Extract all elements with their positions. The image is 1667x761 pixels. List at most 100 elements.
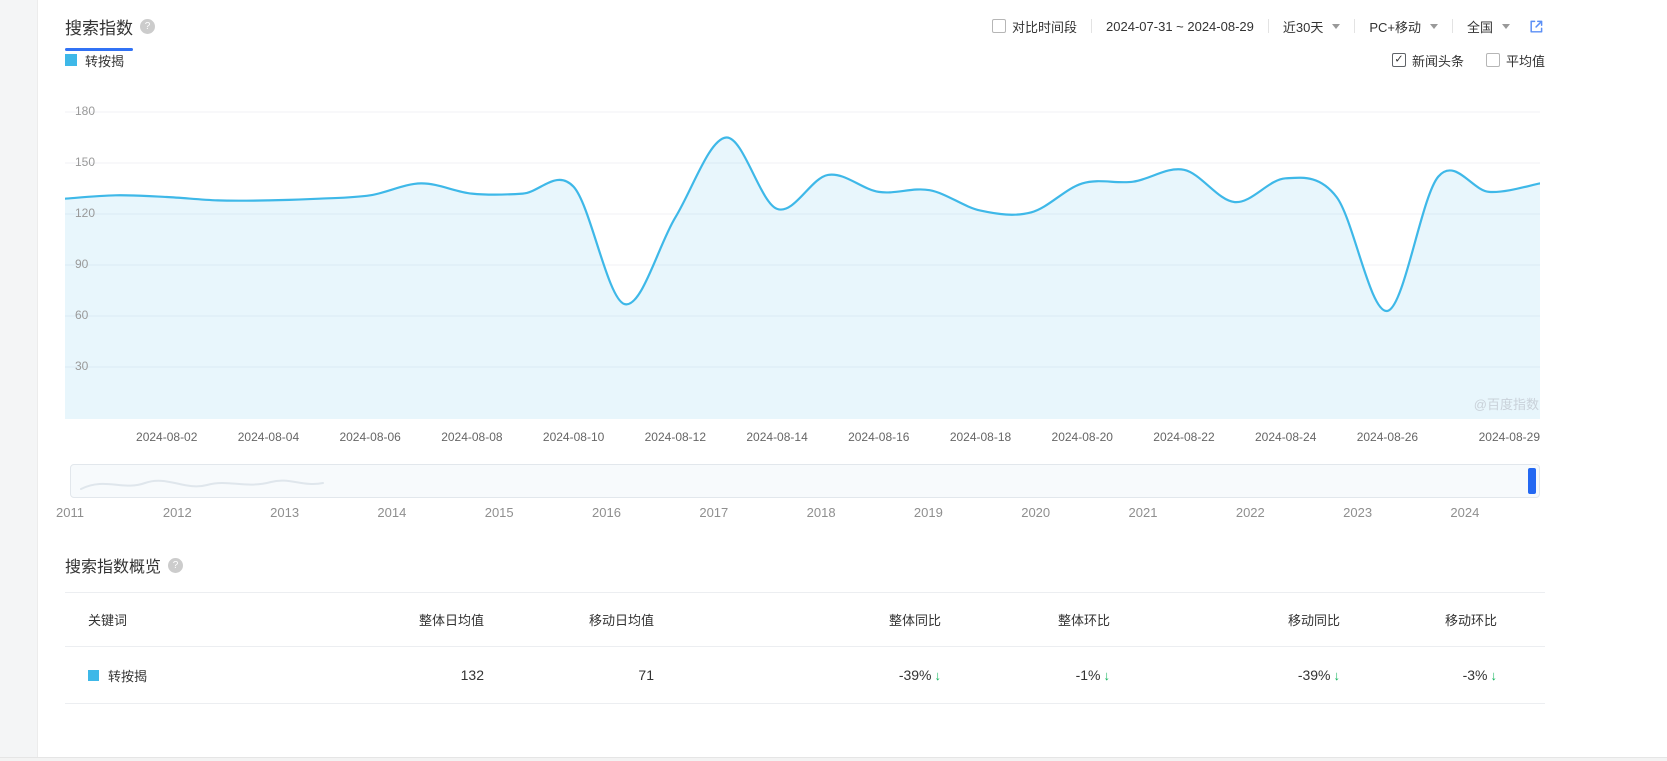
chevron-down-icon (1502, 23, 1510, 29)
left-gutter (0, 0, 38, 761)
series-legend-label: 转按揭 (85, 53, 125, 69)
overview-table: 关键词 整体日均值 移动日均值 整体同比 整体环比 移动同比 移动环比 转按揭 … (65, 592, 1545, 704)
timeline-zoom-slider[interactable] (70, 464, 1540, 498)
open-external-icon[interactable] (1528, 18, 1545, 35)
series-legend[interactable]: 转按揭 (65, 51, 124, 70)
region-dropdown[interactable]: 全国 (1467, 17, 1510, 36)
mobile-mom-value: -3% ↓ (1462, 667, 1498, 683)
year-label: 2019 (913, 505, 943, 520)
search-index-chart[interactable]: 180 150 120 90 60 30 @百度指数 2024-08-02 2024-08-… (65, 88, 1545, 448)
line-chart-canvas[interactable] (65, 88, 1540, 422)
x-tick-label: 2024-08-02 (136, 430, 198, 444)
year-label: 2024 (1450, 505, 1480, 520)
legend-row: 转按揭 ✓ 新闻头条 平均值 (65, 51, 1545, 70)
keyword-color-swatch (88, 669, 99, 681)
x-tick-label: 2024-08-08 (441, 430, 503, 444)
mobile-yoy-value: -39% ↓ (1297, 667, 1341, 683)
x-tick-label: 2024-08-04 (237, 430, 300, 444)
tab-search-index-label[interactable]: 搜索指数 (65, 14, 133, 51)
x-tick-label: 2024-08-14 (746, 430, 808, 444)
col-mobile-mom: 移动环比 (1444, 613, 1497, 628)
year-label: 2020 (1021, 505, 1051, 520)
col-mobile-daily-avg: 移动日均值 (588, 613, 654, 628)
divider (1091, 19, 1093, 33)
timeline-year-labels: 2011 2012 2013 2014 2015 2016 2017 2018 2019 2020… (56, 505, 1540, 523)
x-tick-label: 2024-08-24 (1254, 430, 1317, 444)
divider (1354, 19, 1356, 33)
news-headlines-checkbox[interactable]: ✓ (1391, 53, 1406, 67)
col-overall-daily-avg: 整体日均值 (418, 613, 484, 628)
watermark: @百度指数 (1473, 397, 1539, 412)
year-label: 2018 (806, 505, 836, 520)
average-label: 平均值 (1505, 53, 1545, 69)
trend-down-icon: ↓ (1103, 667, 1111, 683)
device-dropdown[interactable]: PC+移动 (1369, 17, 1438, 36)
x-tick-label: 2024-08-16 (848, 430, 910, 444)
trend-down-icon: ↓ (934, 667, 942, 683)
year-label: 2021 (1128, 505, 1158, 520)
y-tick-label: 150 (75, 155, 96, 169)
trend-down-icon: ↓ (1490, 667, 1498, 683)
overall-daily-avg-value: 132 (460, 667, 484, 683)
x-tick-label: 2024-08-26 (1356, 430, 1419, 444)
y-tick-label: 60 (75, 308, 89, 322)
tab-search-index[interactable]: 搜索指数 ? (65, 14, 155, 51)
chevron-down-icon (1429, 23, 1438, 29)
time-range-dropdown[interactable]: 近30天 (1282, 17, 1341, 36)
year-label: 2011 (56, 505, 84, 520)
year-label: 2023 (1343, 505, 1373, 520)
average-checkbox[interactable] (1485, 53, 1500, 67)
x-tick-label: 2024-08-06 (339, 430, 401, 444)
header-controls: 对比时间段 2024-07-31 ~ 2024-08-29 近30天 PC+移动… (992, 17, 1545, 36)
col-keyword: 关键词 (88, 613, 128, 628)
divider (1267, 19, 1269, 33)
baidu-index-page: 搜索指数 ? 对比时间段 2024-07-31 ~ 2024-08-29 近30… (39, 0, 1667, 704)
page-bottom-divider (0, 757, 1667, 761)
help-icon[interactable]: ? (168, 557, 184, 573)
help-icon[interactable]: ? (140, 18, 155, 34)
col-mobile-yoy: 移动同比 (1287, 613, 1340, 628)
compare-period-label: 对比时间段 (1012, 19, 1078, 35)
overall-yoy-value: -39% ↓ (898, 667, 942, 683)
news-headlines-toggle[interactable]: ✓ 新闻头条 (1391, 51, 1464, 70)
compare-period-toggle[interactable]: 对比时间段 (992, 17, 1077, 36)
keyword-cell[interactable]: 转按揭 (88, 666, 147, 685)
overview-title-text: 搜索指数概览 (65, 559, 162, 576)
col-overall-mom: 整体环比 (1057, 613, 1110, 628)
x-tick-label: 2024-08-20 (1051, 430, 1113, 444)
series-color-swatch (65, 54, 77, 66)
keyword-label: 转按揭 (108, 668, 148, 684)
trend-down-icon: ↓ (1333, 667, 1341, 683)
date-range-text: 2024-07-31 ~ 2024-08-29 (1106, 18, 1254, 34)
news-headlines-label: 新闻头条 (1411, 53, 1464, 69)
overall-mom-value: -1% ↓ (1075, 667, 1111, 683)
device-value: PC+移动 (1369, 19, 1421, 35)
year-label: 2014 (377, 505, 407, 520)
x-tick-label: 2024-08-22 (1153, 430, 1215, 444)
compare-period-checkbox[interactable] (992, 19, 1007, 33)
x-tick-label: 2024-08-29 (1478, 430, 1540, 444)
x-tick-label: 2024-08-12 (644, 430, 707, 444)
y-tick-label: 180 (75, 104, 96, 118)
series-line (65, 136, 1540, 312)
table-header-row: 关键词 整体日均值 移动日均值 整体同比 整体环比 移动同比 移动环比 (65, 592, 1545, 647)
check-icon: ✓ (1394, 53, 1404, 65)
chevron-down-icon (1332, 23, 1341, 29)
y-tick-label: 90 (75, 257, 89, 271)
slider-preview (75, 467, 335, 502)
overview-section-title: 搜索指数概览 ? (65, 553, 1545, 577)
time-range-value: 近30天 (1282, 19, 1324, 35)
year-label: 2016 (592, 505, 621, 520)
year-label: 2015 (484, 505, 514, 520)
slider-right-handle[interactable] (1528, 468, 1536, 494)
x-tick-label: 2024-08-18 (949, 430, 1012, 444)
table-row: 转按揭 132 71 -39% ↓ -1% ↓ -39% ↓ -3% ↓ (65, 647, 1545, 704)
gridlines (65, 111, 1540, 368)
year-label: 2012 (162, 505, 192, 520)
year-label: 2013 (270, 505, 300, 520)
divider (1451, 19, 1453, 33)
chart-toggles: ✓ 新闻头条 平均值 (1391, 51, 1545, 70)
year-label: 2017 (699, 505, 729, 520)
header: 搜索指数 ? 对比时间段 2024-07-31 ~ 2024-08-29 近30… (65, 0, 1545, 51)
average-toggle[interactable]: 平均值 (1485, 51, 1545, 70)
